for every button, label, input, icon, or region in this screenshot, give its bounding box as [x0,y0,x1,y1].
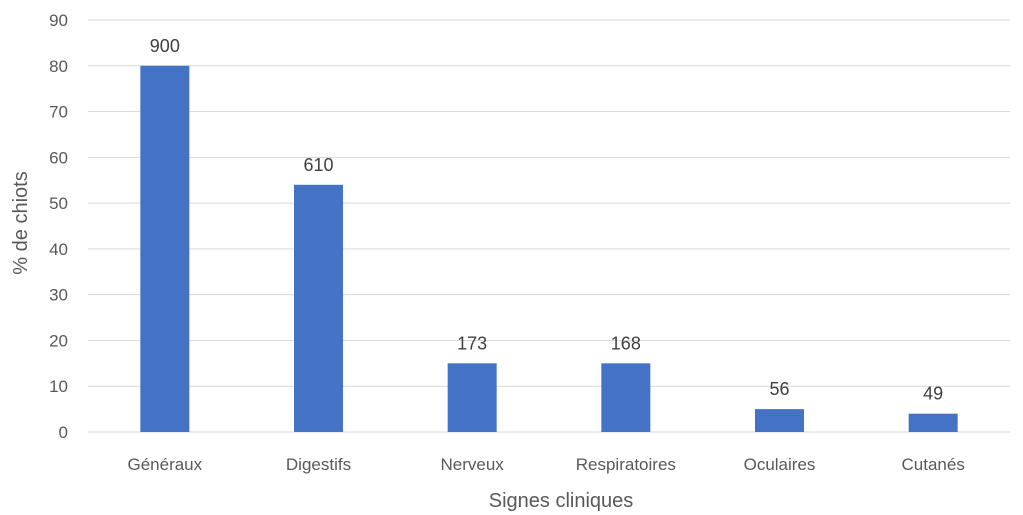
x-tick-label: Généraux [127,455,202,474]
x-tick-label: Cutanés [902,455,965,474]
x-tick-label: Digestifs [286,455,351,474]
y-tick-label: 0 [59,423,68,442]
bars [140,65,958,433]
y-tick-label: 70 [49,103,68,122]
y-tick-label: 80 [49,57,68,76]
data-label: 49 [923,384,943,404]
y-tick-label: 90 [49,11,68,30]
x-axis-ticks: Généraux Digestifs Nerveux Respiratoires Ocu… [127,455,964,474]
data-label: 56 [769,379,789,399]
y-tick-label: 20 [49,331,68,350]
data-label: 168 [611,333,641,353]
y-tick-label: 30 [49,286,68,305]
bar-digestifs [294,184,343,432]
x-tick-label: Respiratoires [576,455,676,474]
bar-cutanés [908,413,958,432]
y-tick-label: 50 [49,194,68,213]
y-tick-label: 40 [49,240,68,259]
y-axis-ticks: 0 10 20 30 40 50 60 70 80 90 [49,11,68,442]
bar-oculaires [755,409,804,432]
data-label: 900 [150,36,180,56]
x-tick-label: Nerveux [441,455,505,474]
x-tick-label: Oculaires [744,455,816,474]
bar-nerveux [447,363,497,432]
bar-généraux [140,65,190,433]
gridlines [88,19,1010,433]
data-label: 173 [457,333,487,353]
bar-respiratoires [601,363,651,432]
data-labels: 900 610 173 168 56 49 [150,36,943,404]
data-label: 610 [303,155,333,175]
x-axis-title: Signes cliniques [489,490,634,512]
y-axis-title: % de chiots [10,171,32,274]
y-tick-label: 60 [49,148,68,167]
y-tick-label: 10 [49,377,68,396]
